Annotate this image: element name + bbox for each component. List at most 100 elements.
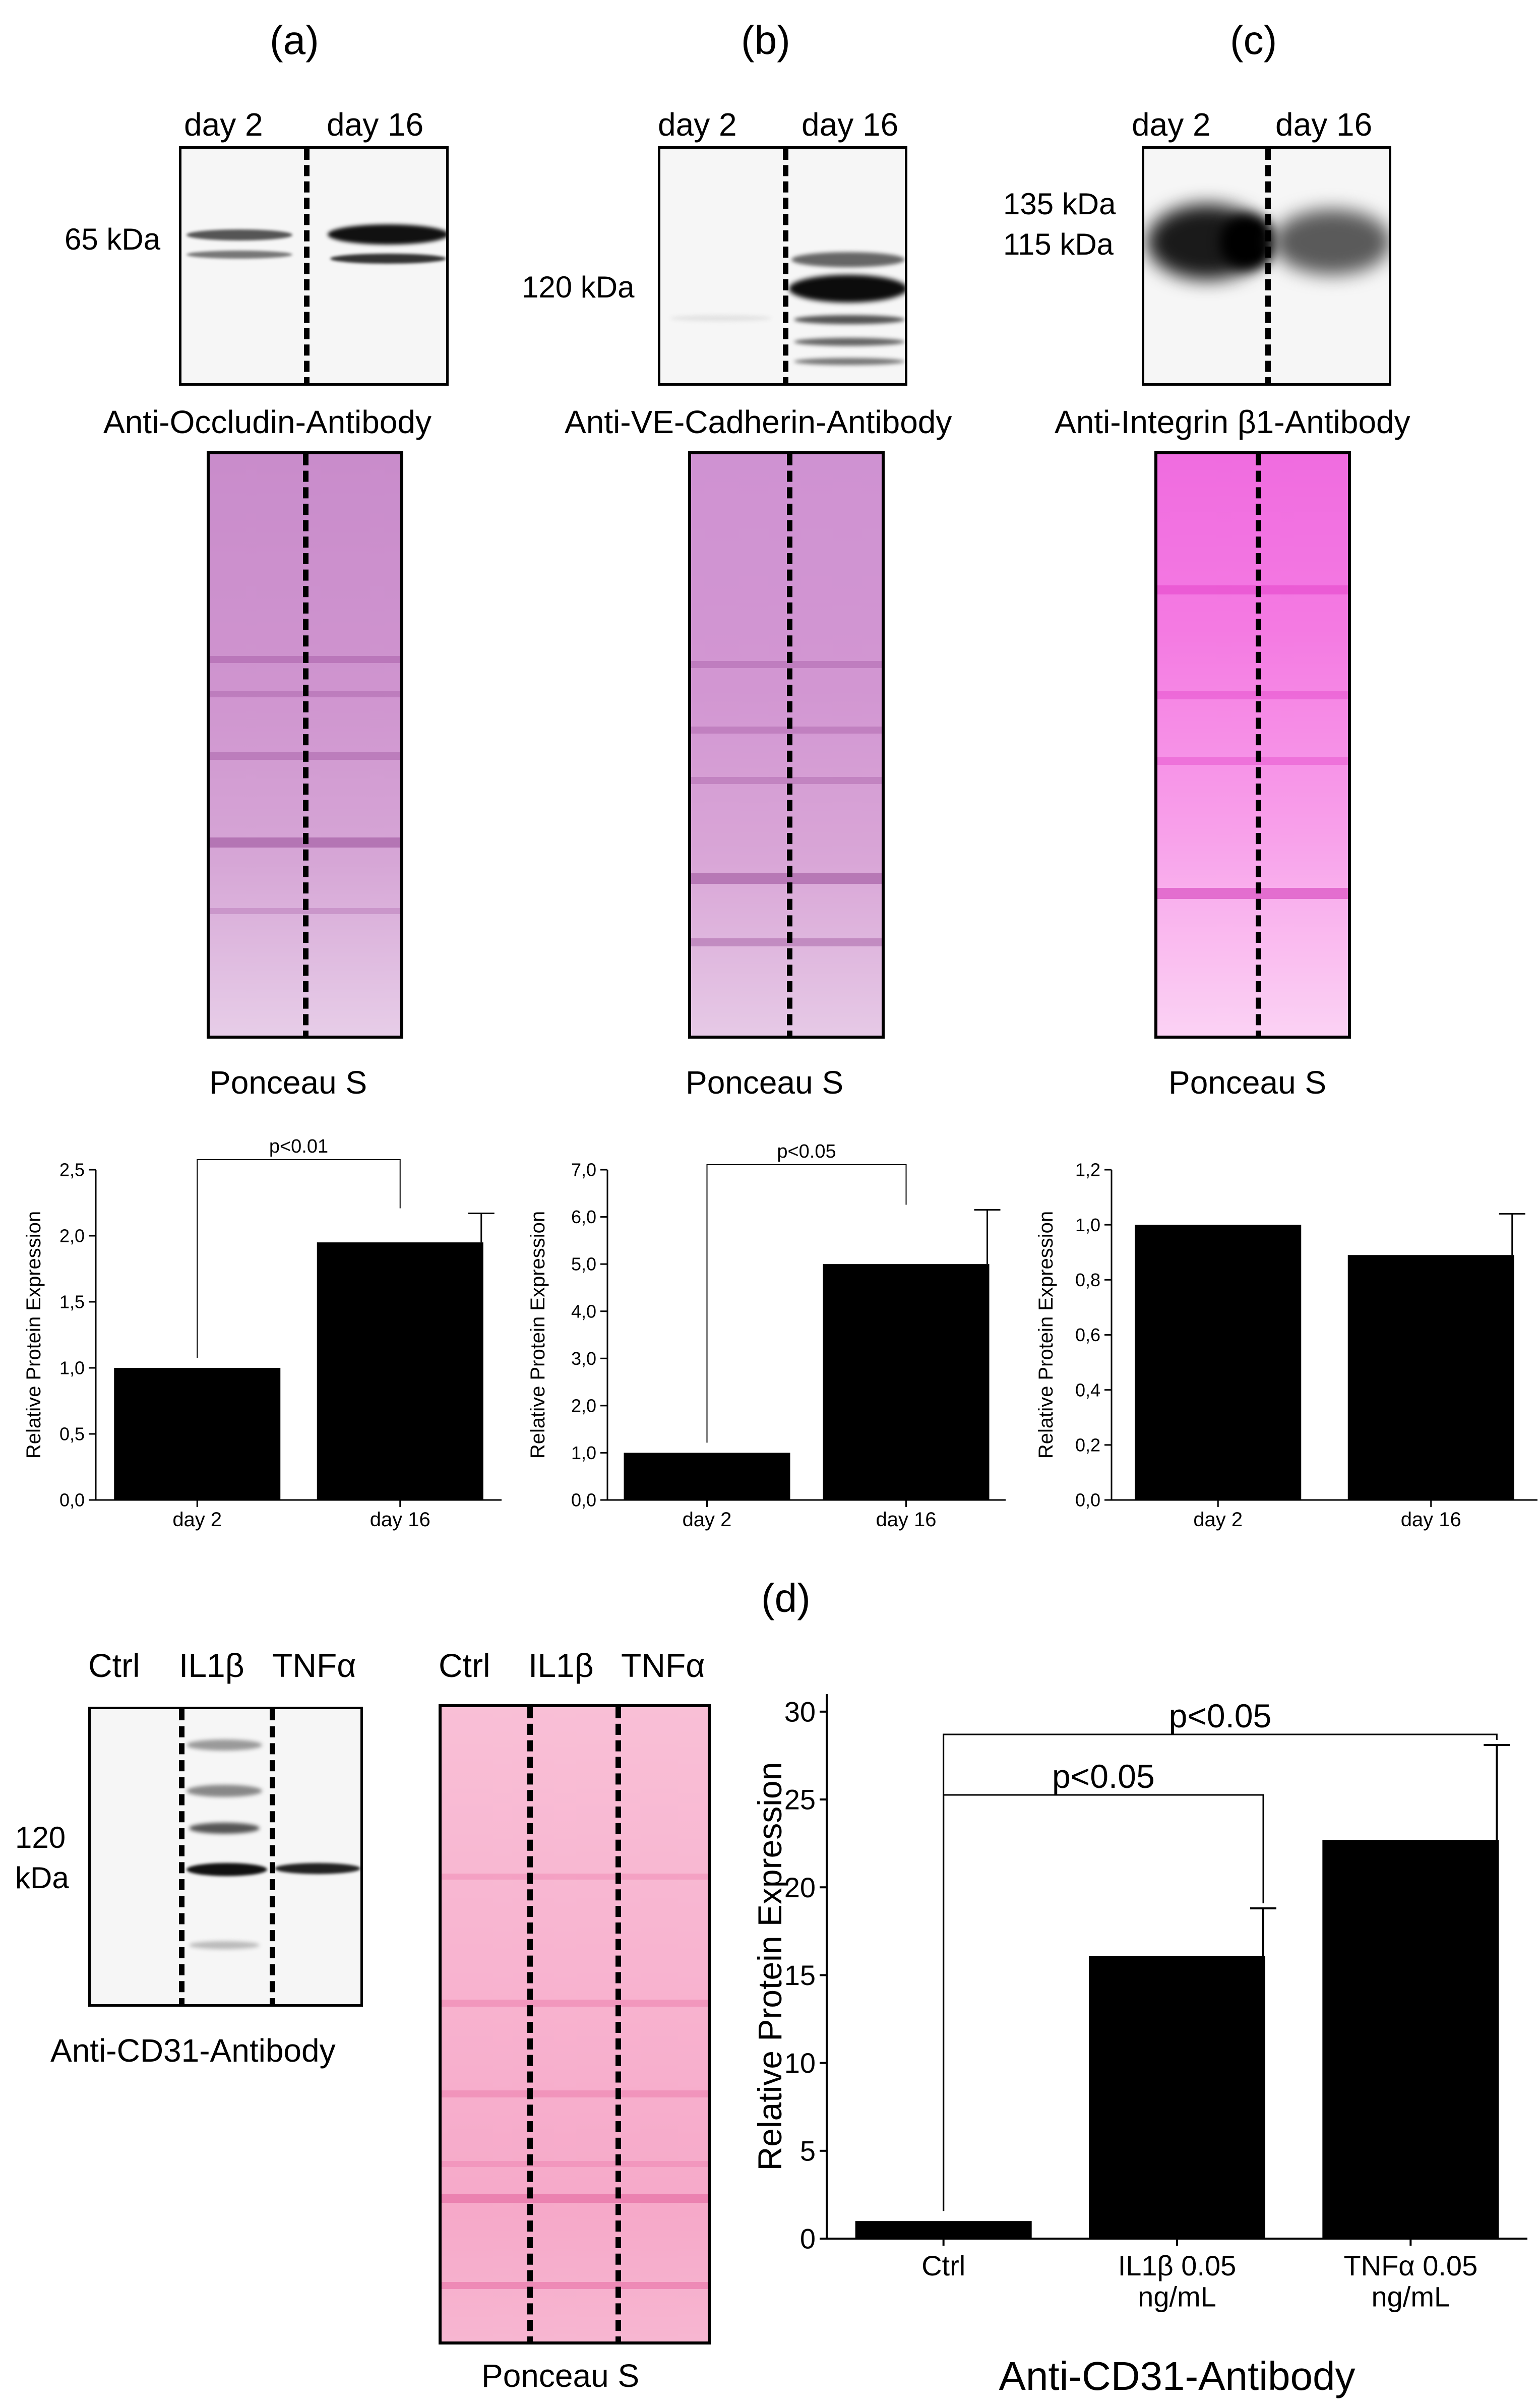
protein-band [1157,888,1348,899]
band [1273,209,1389,275]
panel-c-bar-chart: 0,0 0,2 0,4 0,6 0,8 1,0 1,2 Relative Protein Ex… [1035,1160,1537,1531]
protein-band [442,2194,708,2203]
y-tick-label: 2,0 [571,1395,596,1416]
panel-b-ponceau-stain [688,451,885,1039]
x-tick-label: day 16 [370,1509,430,1531]
y-tick-label: 0,2 [1075,1434,1100,1455]
significance-label: p<0.05 [777,1141,836,1162]
lane-divider [787,454,792,1036]
panel-d-blot-lane-tnfa: TNFα [272,1647,356,1684]
bar [1089,1956,1265,2239]
panel-c-lane-day2: day 2 [1132,106,1211,143]
panel-a-western-blot [179,146,449,386]
panel-a-antibody: Anti-Occludin-Antibody [103,404,432,440]
y-tick-label: 1,2 [1075,1160,1100,1180]
panel-a-mw-marker: 65 kDa [65,222,161,256]
panel-a-bar-chart: 0,0 0,5 1,0 1,5 2,0 2,5 Relative Protein Expre… [23,1136,502,1531]
y-tick-label: 0,6 [1075,1325,1100,1345]
x-tick-label: day 16 [876,1509,936,1531]
lane-divider [179,1709,184,2004]
x-tick-label: ng/mL [1372,2280,1450,2312]
x-tick-label: day 2 [172,1509,222,1531]
lane-divider [304,149,310,383]
band [791,252,905,267]
panel-c-mw-marker-115: 115 kDa [1003,227,1114,261]
band [794,315,905,324]
protein-band [691,938,882,946]
protein-band [691,873,882,884]
y-axis-label: Relative Protein Expression [1035,1211,1057,1459]
y-tick-label: 0,0 [1075,1490,1100,1511]
protein-band [442,2000,708,2007]
panel-c-mw-marker-135: 135 kDa [1003,187,1116,221]
y-tick-label: 0,0 [571,1490,596,1511]
band [789,275,905,303]
band [189,1941,260,1949]
protein-band [1157,691,1348,699]
y-tick-label: 5 [800,2135,816,2167]
panel-b-mw-marker: 120 kDa [522,270,635,304]
y-tick-label: 30 [784,1696,816,1727]
panel-d-stain-lane-tnfa: TNFα [621,1647,705,1684]
y-tick-label: 0,0 [59,1490,85,1511]
panel-a-stain-label: Ponceau S [209,1064,367,1101]
lane-divider [1265,149,1271,383]
panel-d-blot-lane-il1b: IL1β [179,1647,244,1684]
bar [1347,1255,1514,1500]
band [187,229,292,240]
band [794,338,905,346]
x-tick-label: TNFα 0.05 [1343,2250,1477,2281]
protein-band [1157,585,1348,594]
significance-label: p<0.05 [1052,1758,1155,1795]
significance-bracket [943,1733,1498,2211]
bar [1322,1840,1499,2239]
y-axis-label: Relative Protein Expression [23,1211,45,1459]
protein-band [442,1874,708,1880]
panel-d-bar-chart: 0 5 10 15 20 25 30 Relative Protein Expression C… [751,1694,1527,2398]
panel-c-antibody: Anti-Integrin β1-Antibody [1055,404,1410,440]
bar [114,1368,281,1500]
lane-divider [783,149,788,383]
panel-a-label: (a) [270,18,319,63]
y-tick-label: 7,0 [571,1160,596,1180]
bar [855,2221,1032,2239]
bar [1135,1225,1302,1500]
lane-divider [303,454,309,1036]
protein-band [691,777,882,784]
band [328,224,446,245]
significance-bracket [706,1164,907,1443]
x-tick-label: day 2 [683,1509,732,1531]
band [275,1863,360,1874]
y-tick-label: 1,5 [59,1292,85,1312]
lane-divider [1256,454,1261,1036]
panel-b-label: (b) [741,18,790,63]
band [187,1739,262,1751]
panel-d-stain-lane-il1b: IL1β [528,1647,594,1684]
panel-c-ponceau-stain [1154,451,1351,1039]
panel-d-stain-label: Ponceau S [481,2358,640,2394]
panel-d-western-blot [88,1707,363,2007]
band [187,251,292,259]
protein-band [1157,757,1348,765]
x-tick-label: day 16 [1401,1509,1461,1531]
panel-b-antibody: Anti-VE-Cadherin-Antibody [565,404,952,440]
x-tick-label: IL1β 0.05 [1118,2250,1237,2281]
panel-a-lane-day16: day 16 [327,106,424,143]
y-tick-label: 2,0 [59,1226,85,1246]
y-tick-label: 5,0 [571,1254,596,1275]
y-tick-label: 25 [784,1784,816,1816]
y-tick-label: 6,0 [571,1207,596,1227]
y-axis-label: Relative Protein Expression [527,1211,549,1459]
panel-b-stain-label: Ponceau S [686,1064,844,1101]
panel-d-mw-marker-unit: kDa [15,1861,69,1895]
panel-b-western-blot [658,146,907,386]
band [670,315,771,321]
band [187,1863,267,1876]
x-tick-label: Ctrl [921,2250,965,2281]
y-tick-label: 1,0 [1075,1215,1100,1235]
panel-d-stain-lane-ctrl: Ctrl [439,1647,490,1684]
y-tick-label: 10 [784,2047,816,2079]
panel-d-mw-marker-value: 120 [15,1821,66,1854]
panel-c-stain-label: Ponceau S [1168,1064,1327,1101]
